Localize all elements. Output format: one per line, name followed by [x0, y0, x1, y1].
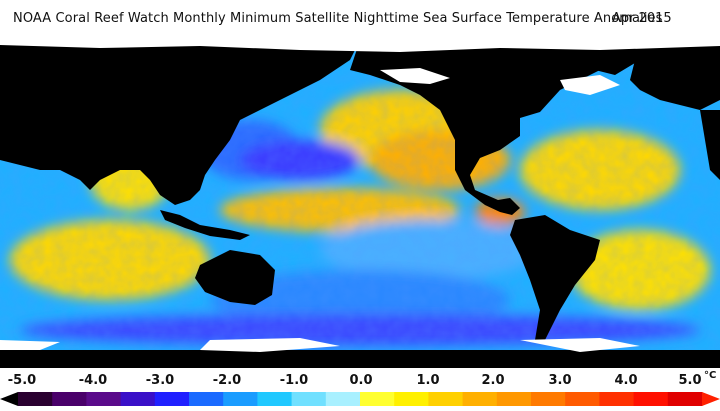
colorbar-min-arrow [0, 392, 18, 406]
sea-ice [0, 40, 720, 352]
map-date: Apr 2015 [612, 11, 672, 26]
colorbar-cell [496, 392, 532, 406]
indonesia [160, 210, 250, 240]
colorbar-cell [154, 392, 190, 406]
africa-europe-asia [0, 40, 360, 205]
map-title: NOAA Coral Reef Watch Monthly Minimum Sa… [13, 11, 663, 26]
africa-east [700, 110, 720, 180]
legend-tick: 2.0 [481, 373, 505, 388]
legend-unit: °C [704, 370, 717, 381]
colorbar-cell [531, 392, 566, 406]
colorbar-cell [291, 392, 327, 406]
legend-tick: -1.0 [279, 373, 309, 388]
legend-tick: -3.0 [145, 373, 175, 388]
sst-anomaly-map [0, 40, 720, 368]
colorbar-cell [428, 392, 464, 406]
south-america [510, 215, 600, 340]
colorbar-cell [86, 392, 122, 406]
legend-tick: -5.0 [7, 373, 37, 388]
colorbar-cell [633, 392, 669, 406]
colorbar [0, 392, 720, 406]
antarctica [0, 350, 720, 368]
colorbar-cell [565, 392, 600, 406]
legend-tick: 0.0 [349, 373, 373, 388]
colorbar-cell [189, 392, 224, 406]
legend-tick: -2.0 [212, 373, 242, 388]
australia [195, 250, 275, 305]
colorbar-cell [223, 392, 258, 406]
legend-tick: 5.0 [678, 373, 702, 388]
north-america [350, 40, 600, 215]
legend-tick: 3.0 [548, 373, 572, 388]
colorbar-cell [120, 392, 156, 406]
colorbar-cell [52, 392, 87, 406]
colorbar-cell [599, 392, 635, 406]
colorbar-cell [462, 392, 498, 406]
legend-tick: 4.0 [614, 373, 638, 388]
colorbar-cell [325, 392, 361, 406]
legend-tick: 1.0 [416, 373, 440, 388]
legend-tick: -4.0 [78, 373, 108, 388]
colorbar-cell [257, 392, 293, 406]
land-masses [0, 40, 720, 368]
colorbar-cell [394, 392, 429, 406]
colorbar-cell [18, 392, 53, 406]
colorbar-max-arrow [702, 392, 720, 406]
europe-east [630, 40, 720, 110]
map-title-bar: NOAA Coral Reef Watch Monthly Minimum Sa… [0, 0, 720, 40]
colorbar-cell [360, 392, 395, 406]
colorbar-cell [667, 392, 703, 406]
